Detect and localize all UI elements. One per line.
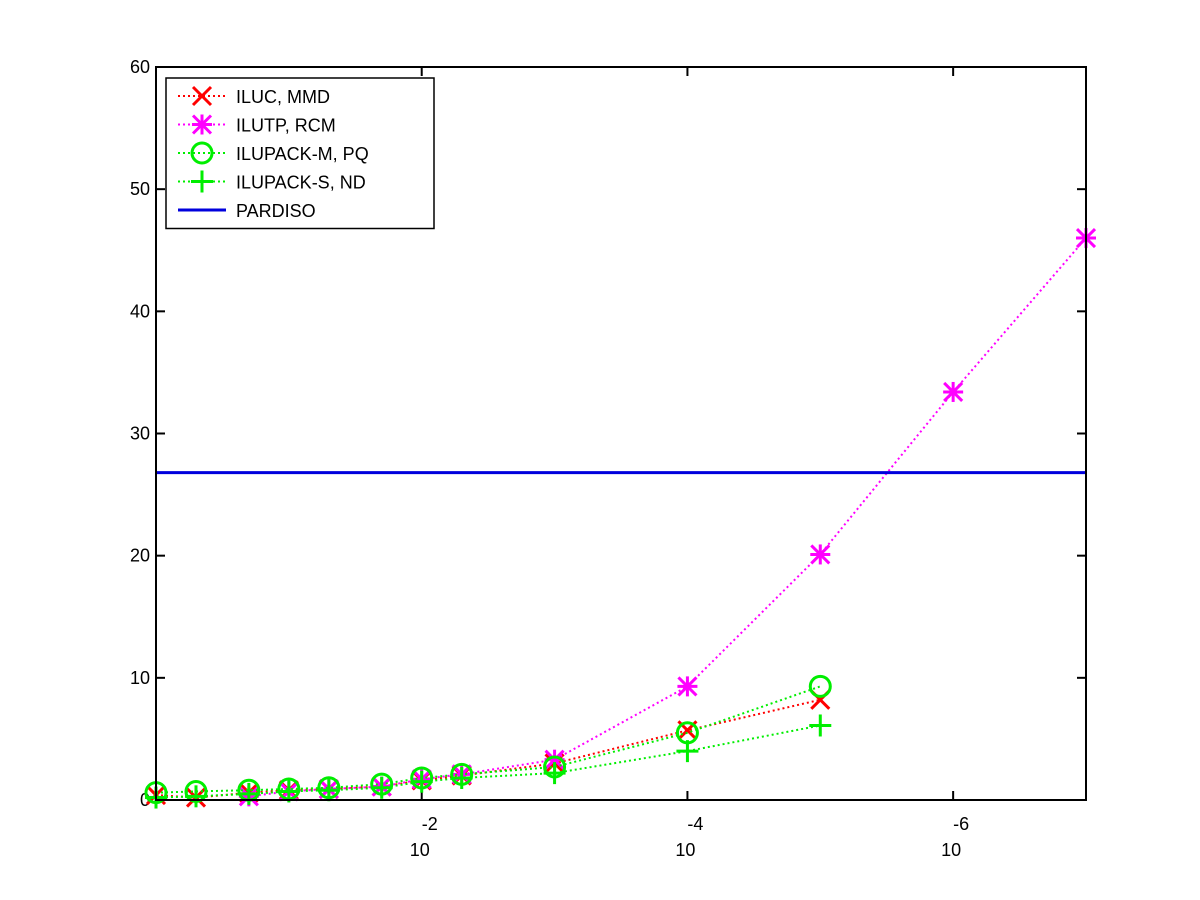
data-point-ilutp-rcm xyxy=(677,676,698,697)
y-tick-label: 30 xyxy=(130,424,150,444)
data-point-ilupack-s-nd xyxy=(184,785,207,808)
x-tick-label-base: 10 xyxy=(675,840,695,860)
axis-ticks: 0 10 20 30 40 50 60 10 -2 10 -4 10 -6 xyxy=(130,57,1086,860)
data-point-ilupack-s-nd xyxy=(543,762,566,785)
legend: ILUC, MMD ILUTP, RCM ILUPACK-M, PQ ILUPACK-… xyxy=(165,77,435,230)
plot-frame xyxy=(155,66,1087,801)
series-ilupack-s-nd xyxy=(145,714,832,809)
data-point-ilutp-rcm xyxy=(943,381,964,403)
y-tick-label: 20 xyxy=(130,546,150,566)
legend-marker xyxy=(191,85,213,107)
legend-item-iluc-mmd: ILUC, MMD xyxy=(178,85,330,107)
data-point-ilupack-s-nd xyxy=(410,770,433,793)
legend-label: PARDISO xyxy=(236,201,316,221)
legend-item-ilupack-m-pq: ILUPACK-M, PQ xyxy=(178,141,369,165)
x-tick-label-base: 10 xyxy=(410,840,430,860)
y-tick-label: 40 xyxy=(130,301,150,321)
data-point-ilutp-rcm xyxy=(810,544,831,565)
data-point-ilupack-s-nd xyxy=(370,776,393,799)
data-point-ilupack-s-nd xyxy=(676,740,699,763)
legend-label: ILUTP, RCM xyxy=(236,116,336,136)
x-tick-label-exponent: -6 xyxy=(953,814,969,834)
data-point-ilupack-s-nd xyxy=(450,767,473,790)
legend-label: ILUPACK-M, PQ xyxy=(236,144,369,164)
data-point-ilupack-m-pq xyxy=(808,674,832,698)
data-point-ilupack-s-nd xyxy=(277,780,300,803)
legend-label: ILUPACK-S, ND xyxy=(236,173,366,193)
legend-marker xyxy=(191,114,213,135)
legend-marker xyxy=(191,170,213,193)
y-tick-label: 10 xyxy=(130,668,150,688)
x-tick-label-exponent: -2 xyxy=(422,814,438,834)
y-tick-label: 60 xyxy=(130,57,150,77)
series-layer xyxy=(144,227,1097,809)
y-tick-label: 50 xyxy=(130,179,150,199)
legend-label: ILUC, MMD xyxy=(236,87,330,107)
x-tick-label-exponent: -4 xyxy=(687,814,703,834)
data-point-ilupack-s-nd xyxy=(237,782,260,805)
legend-item-ilutp-rcm: ILUTP, RCM xyxy=(178,114,336,136)
y-tick-label: 0 xyxy=(140,790,150,810)
legend-marker xyxy=(190,141,214,165)
legend-item-pardiso: PARDISO xyxy=(178,201,316,221)
data-point-ilupack-s-nd xyxy=(317,779,340,802)
data-point-ilupack-s-nd xyxy=(809,714,832,737)
legend-item-ilupack-s-nd: ILUPACK-S, ND xyxy=(178,170,366,193)
x-tick-label-base: 10 xyxy=(941,840,961,860)
